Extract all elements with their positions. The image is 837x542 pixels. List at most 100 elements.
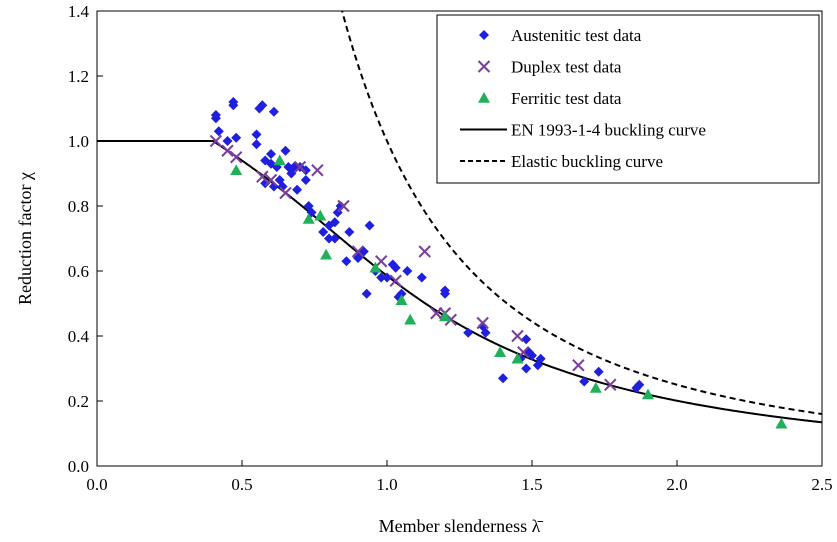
- x-data-point: [264, 173, 278, 187]
- x-axis-title: Member slenderness λ̄: [379, 516, 544, 536]
- y-tick-label: 0.8: [68, 197, 89, 216]
- triangle-data-point: [511, 352, 524, 364]
- x-tick-label: 2.0: [666, 475, 687, 494]
- diamond-data-point: [361, 288, 372, 299]
- diamond-data-point: [257, 100, 268, 111]
- series-1: [209, 134, 617, 391]
- diamond-data-point: [329, 217, 340, 228]
- diamond-data-point: [402, 266, 413, 276]
- diamond-data-point: [535, 353, 546, 364]
- y-tick-label: 0.0: [68, 457, 89, 476]
- x-tick-label: 1.5: [521, 475, 542, 494]
- y-tick-label: 1.2: [68, 67, 89, 86]
- x-data-point: [293, 160, 307, 174]
- diamond-data-point: [480, 327, 491, 338]
- y-tick-label: 1.4: [68, 2, 90, 21]
- x-data-point: [337, 199, 350, 213]
- legend-label: Elastic buckling curve: [511, 152, 663, 171]
- y-axis-title: Reduction factor χ: [15, 172, 35, 305]
- legend-label: Ferritic test data: [511, 89, 622, 108]
- diamond-data-point: [593, 366, 604, 377]
- x-data-point: [256, 170, 269, 183]
- triangle-data-point: [273, 154, 286, 166]
- x-data-point: [476, 316, 489, 330]
- diamond-data-point: [440, 288, 450, 299]
- series-2: [230, 154, 788, 429]
- y-tick-label: 1.0: [68, 132, 89, 151]
- legend-diamond-marker: [479, 30, 489, 40]
- triangle-data-point: [642, 388, 654, 400]
- x-data-point: [418, 245, 431, 258]
- diamond-data-point: [266, 149, 276, 159]
- x-data-point: [351, 245, 365, 258]
- diamond-data-point: [228, 100, 239, 111]
- triangle-data-point: [320, 248, 333, 260]
- x-data-point: [229, 151, 243, 164]
- triangle-data-point: [369, 261, 382, 273]
- x-data-point: [221, 144, 234, 157]
- diamond-data-point: [210, 113, 221, 124]
- diamond-data-point: [376, 272, 387, 283]
- triangle-data-point: [395, 294, 408, 306]
- diamond-data-point: [463, 327, 474, 338]
- x-tick-label: 2.5: [811, 475, 832, 494]
- elastic-buckling-curve-line: [341, 11, 822, 415]
- x-tick-label: 0.0: [86, 475, 107, 494]
- diamond-data-point: [521, 363, 532, 374]
- diamond-data-point: [390, 262, 401, 273]
- diamond-data-point: [579, 376, 590, 387]
- diamond-data-point: [300, 165, 311, 176]
- diamond-data-point: [280, 145, 291, 156]
- diamond-data-point: [364, 220, 375, 231]
- data-points: [209, 97, 788, 429]
- diamond-data-point: [251, 129, 262, 140]
- diamond-data-point: [634, 379, 645, 390]
- diamond-data-point: [353, 253, 363, 263]
- x-axis: 0.0 0.5 1.0 1.5 2.0 2.5: [86, 460, 833, 494]
- diamond-data-point: [300, 175, 311, 185]
- triangle-data-point: [589, 382, 602, 393]
- series-0: [210, 97, 645, 393]
- diamond-data-point: [251, 139, 262, 150]
- legend: Austenitic test data Duplex test data Ferr…: [436, 14, 820, 184]
- legend-label: Duplex test data: [511, 58, 622, 77]
- x-data-point: [604, 378, 617, 391]
- triangle-data-point: [404, 313, 417, 325]
- diamond-data-point: [382, 272, 392, 283]
- diamond-data-point: [521, 334, 532, 345]
- diamond-data-point: [416, 272, 427, 283]
- x-data-point: [389, 274, 402, 287]
- legend-label: EN 1993-1-4 buckling curve: [511, 121, 706, 140]
- x-data-point: [374, 255, 388, 268]
- x-data-point: [572, 359, 585, 372]
- diamond-data-point: [329, 233, 340, 244]
- legend-triangle-marker: [478, 92, 490, 103]
- y-tick-label: 0.4: [68, 327, 90, 346]
- legend-x-marker: [477, 60, 491, 73]
- diamond-data-point: [292, 184, 303, 195]
- x-tick-label: 0.5: [231, 475, 252, 494]
- x-data-point: [517, 346, 530, 359]
- legend-label: Austenitic test data: [511, 26, 642, 45]
- diamond-data-point: [268, 106, 279, 117]
- diamond-data-point: [341, 256, 352, 267]
- diamond-data-point: [324, 233, 334, 244]
- triangle-data-point: [230, 164, 243, 176]
- diamond-data-point: [527, 350, 537, 361]
- x-data-point: [279, 186, 292, 200]
- triangle-data-point: [775, 417, 788, 429]
- triangle-data-point: [439, 310, 451, 322]
- triangle-data-point: [494, 346, 507, 358]
- diamond-data-point: [231, 132, 242, 143]
- diamond-data-point: [222, 136, 233, 146]
- diamond-data-point: [318, 227, 329, 237]
- diamond-data-point: [344, 227, 355, 237]
- triangle-data-point: [314, 209, 327, 221]
- diamond-data-point: [335, 201, 346, 211]
- diamond-data-point: [498, 373, 508, 384]
- diamond-data-point: [213, 126, 224, 137]
- triangle-data-point: [302, 213, 315, 224]
- legend-box: [436, 14, 820, 184]
- y-axis: 0.0 0.2 0.4 0.6 0.8 1.0 1.2 1.4: [68, 2, 103, 476]
